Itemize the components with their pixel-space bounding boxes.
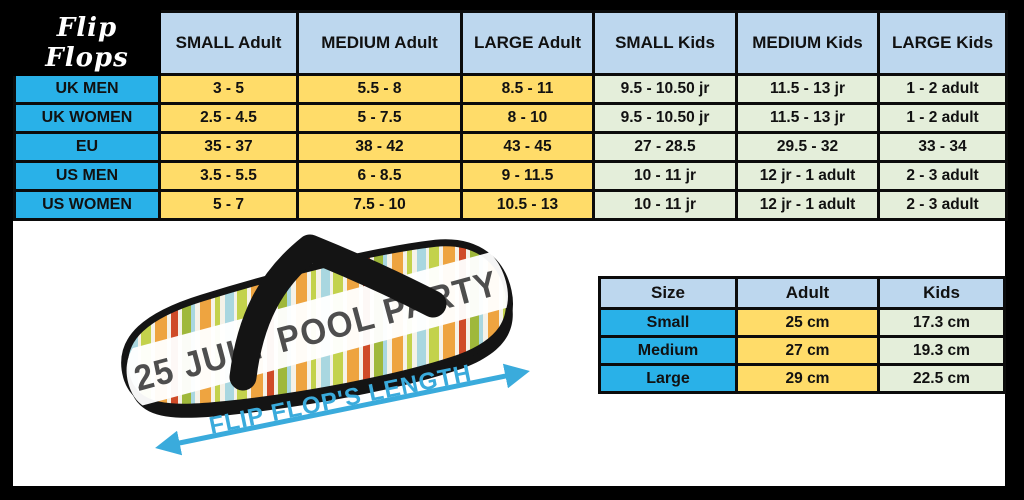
table-row-uk-men: UK MEN 3 - 5 5.5 - 8 8.5 - 11 9.5 - 10.5… [13, 73, 1008, 105]
length-measure-arrow [155, 363, 530, 456]
size-cell: 1 - 2 adult [877, 102, 1008, 134]
length-header-row: Size Adult Kids [598, 276, 1006, 310]
length-cell: 27 cm [735, 335, 880, 366]
strap-side-knob [427, 297, 445, 315]
table-row-uk-women: UK WOMEN 2.5 - 4.5 5 - 7.5 8 - 10 9.5 - … [13, 102, 1008, 134]
size-cell: 7.5 - 10 [296, 189, 463, 221]
size-cell: 3 - 5 [158, 73, 299, 105]
size-conversion-table: Flip Flops SMALL Adult MEDIUM Adult LARG… [13, 10, 1008, 221]
size-cell: 27 - 28.5 [592, 131, 738, 163]
size-cell: 35 - 37 [158, 131, 299, 163]
size-cell: 5.5 - 8 [296, 73, 463, 105]
size-cell: 33 - 34 [877, 131, 1008, 163]
size-cell: 2 - 3 adult [877, 189, 1008, 221]
sandal-strap [229, 234, 447, 391]
length-cell: 22.5 cm [877, 363, 1006, 394]
size-cell: 5 - 7.5 [296, 102, 463, 134]
row-label-us-men: US MEN [13, 160, 161, 192]
row-label-eu: EU [13, 131, 161, 163]
row-label-us-women: US WOMEN [13, 189, 161, 221]
col-header-medium-kids: MEDIUM Kids [735, 10, 880, 76]
length-cell: 29 cm [735, 363, 880, 394]
flip-flop-illustration: 25 JULY POOL PARTY FLIP FLOP'S LENGTH [111, 234, 530, 456]
row-label-uk-women: UK WOMEN [13, 102, 161, 134]
col-header-small-kids: SMALL Kids [592, 10, 738, 76]
col-header-size: Size [598, 276, 738, 310]
header-row: Flip Flops SMALL Adult MEDIUM Adult LARG… [13, 10, 1008, 76]
row-label-small: Small [598, 307, 738, 338]
size-cell: 2.5 - 4.5 [158, 102, 299, 134]
table-row-us-men: US MEN 3.5 - 5.5 6 - 8.5 9 - 11.5 10 - 1… [13, 160, 1008, 192]
size-cell: 12 jr - 1 adult [735, 189, 880, 221]
length-cell: 25 cm [735, 307, 880, 338]
length-cell: 19.3 cm [877, 335, 1006, 366]
size-cell: 10 - 11 jr [592, 189, 738, 221]
size-cell: 1 - 2 adult [877, 73, 1008, 105]
length-row-small: Small 25 cm 17.3 cm [598, 307, 1006, 338]
size-cell: 8 - 10 [460, 102, 595, 134]
size-cell: 29.5 - 32 [735, 131, 880, 163]
size-cell: 3.5 - 5.5 [158, 160, 299, 192]
col-header-kids: Kids [877, 276, 1006, 310]
size-cell: 10 - 11 jr [592, 160, 738, 192]
col-header-small-adult: SMALL Adult [158, 10, 299, 76]
strap-toe-plug [232, 368, 254, 390]
size-cell: 9.5 - 10.50 jr [592, 102, 738, 134]
col-header-medium-adult: MEDIUM Adult [296, 10, 463, 76]
length-row-medium: Medium 27 cm 19.3 cm [598, 335, 1006, 366]
size-cell: 9.5 - 10.50 jr [592, 73, 738, 105]
size-cell: 10.5 - 13 [460, 189, 595, 221]
row-label-medium: Medium [598, 335, 738, 366]
size-cell: 8.5 - 11 [460, 73, 595, 105]
size-cell: 9 - 11.5 [460, 160, 595, 192]
size-cell: 43 - 45 [460, 131, 595, 163]
length-table: Size Adult Kids Small 25 cm 17.3 cm Medi… [598, 276, 1006, 394]
size-cell: 6 - 8.5 [296, 160, 463, 192]
size-cell: 11.5 - 13 jr [735, 102, 880, 134]
size-cell: 2 - 3 adult [877, 160, 1008, 192]
size-cell: 5 - 7 [158, 189, 299, 221]
length-cell: 17.3 cm [877, 307, 1006, 338]
table-row-eu: EU 35 - 37 38 - 42 43 - 45 27 - 28.5 29.… [13, 131, 1008, 163]
length-row-large: Large 29 cm 22.5 cm [598, 363, 1006, 394]
row-label-large: Large [598, 363, 738, 394]
table-title-flip-flops: Flip Flops [13, 10, 161, 76]
size-cell: 11.5 - 13 jr [735, 73, 880, 105]
col-header-large-adult: LARGE Adult [460, 10, 595, 76]
col-header-large-kids: LARGE Kids [877, 10, 1008, 76]
size-cell: 38 - 42 [296, 131, 463, 163]
size-cell: 12 jr - 1 adult [735, 160, 880, 192]
row-label-uk-men: UK MEN [13, 73, 161, 105]
table-row-us-women: US WOMEN 5 - 7 7.5 - 10 10.5 - 13 10 - 1… [13, 189, 1008, 221]
col-header-adult: Adult [735, 276, 880, 310]
